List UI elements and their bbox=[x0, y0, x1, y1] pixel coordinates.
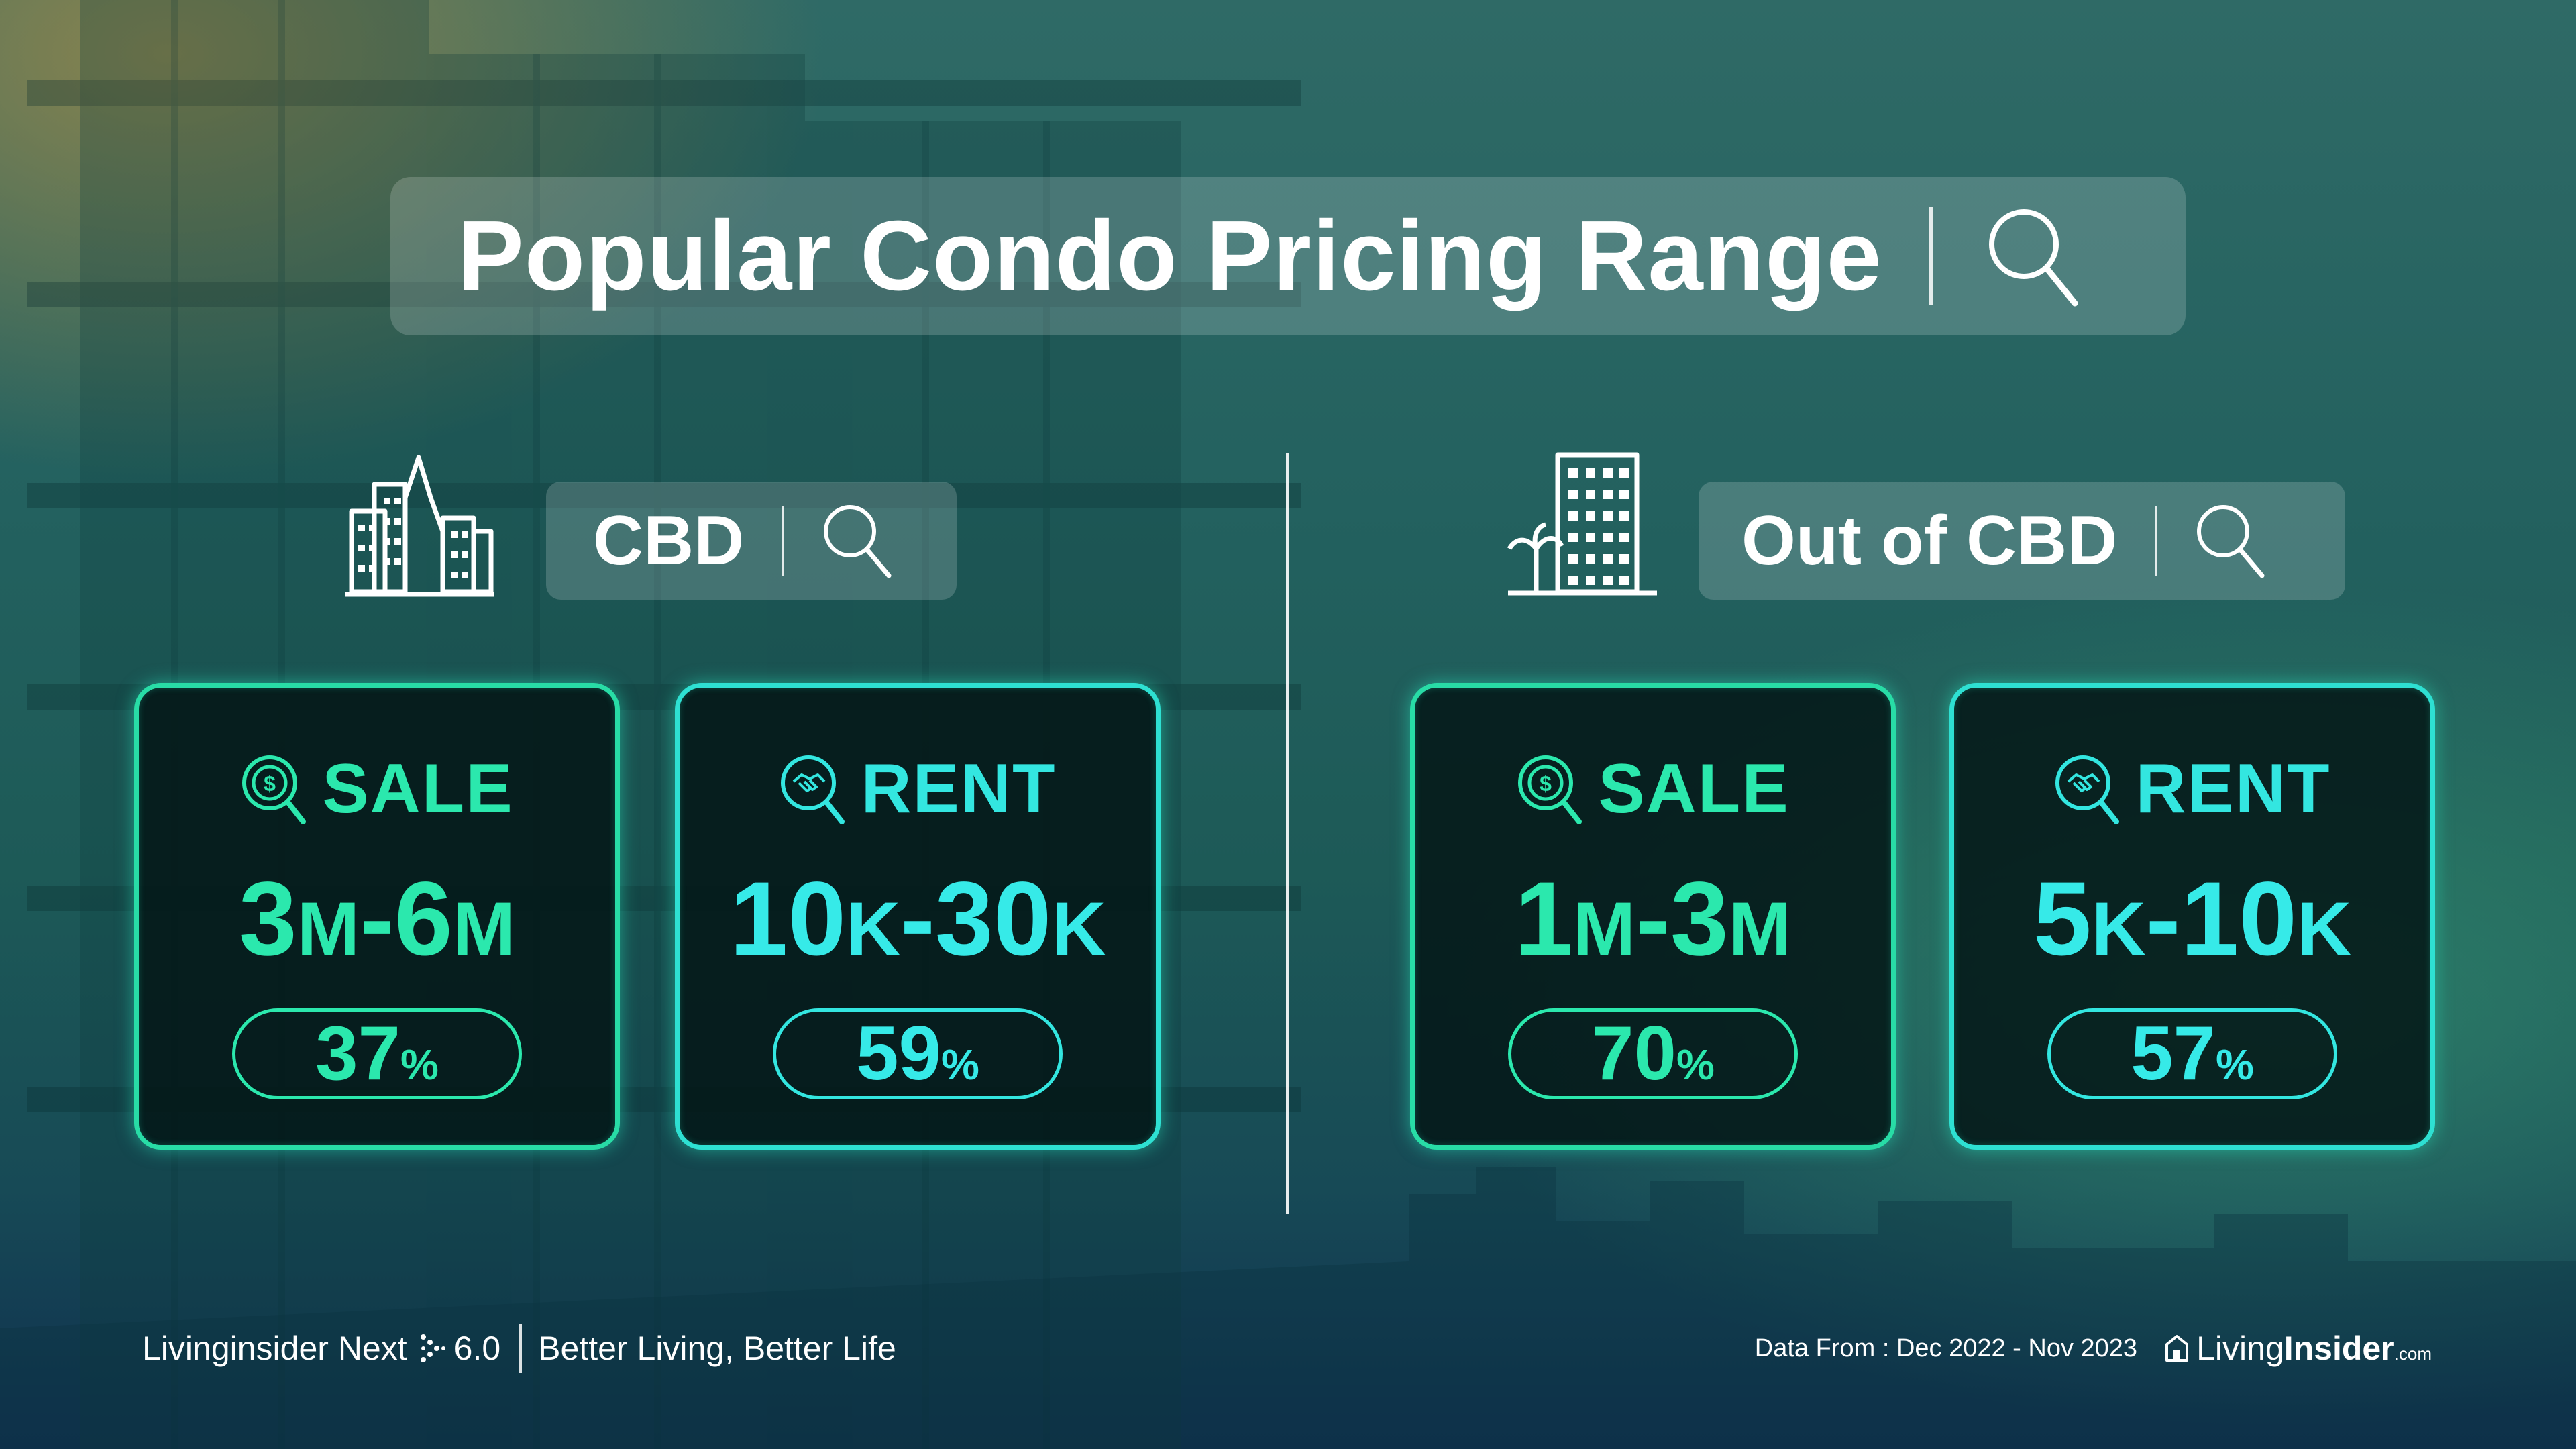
range-max: 30 bbox=[934, 861, 1052, 977]
card-header: RENT bbox=[680, 745, 1156, 833]
percent-badge: 57% bbox=[2047, 1008, 2337, 1099]
price-range: 5K-10K bbox=[1954, 855, 2430, 993]
logo-text-insider: Insider bbox=[2284, 1330, 2394, 1367]
range-dash: - bbox=[2145, 861, 2181, 977]
percent-badge: 59% bbox=[773, 1008, 1063, 1099]
percent-value: 59 bbox=[856, 1011, 941, 1096]
footer-left: Livinginsider Next 6.0 Better Living, Be… bbox=[142, 1324, 896, 1373]
pill-divider bbox=[2155, 506, 2158, 576]
house-logo-icon bbox=[2165, 1335, 2189, 1362]
price-range: 10K-30K bbox=[680, 855, 1156, 993]
footer-divider bbox=[519, 1324, 523, 1373]
background-city-image bbox=[0, 1167, 2576, 1449]
card-out-of-cbd-rent: RENT 5K-10K 57% bbox=[1949, 683, 2435, 1150]
range-dash: - bbox=[900, 861, 935, 977]
range-min: 5 bbox=[2033, 861, 2092, 977]
logo-text-living: Living bbox=[2196, 1330, 2284, 1367]
range-dash: - bbox=[1635, 861, 1670, 977]
percent-badge: 70% bbox=[1508, 1008, 1798, 1099]
range-max-unit: M bbox=[452, 887, 516, 971]
range-min-unit: M bbox=[1572, 887, 1636, 971]
slogan-text: Better Living, Better Life bbox=[538, 1330, 896, 1367]
data-source-text: Data From : Dec 2022 - Nov 2023 bbox=[1754, 1334, 2138, 1362]
card-type-label: SALE bbox=[322, 749, 514, 828]
range-max-unit: K bbox=[2297, 887, 2352, 971]
card-cbd-rent: RENT 10K-30K 59% bbox=[675, 683, 1161, 1150]
brand-text: Livinginsider Next bbox=[142, 1330, 407, 1367]
range-min: 10 bbox=[729, 861, 847, 977]
svg-text:$: $ bbox=[1540, 771, 1552, 796]
zone-name: Out of CBD bbox=[1741, 501, 2118, 580]
svg-text:$: $ bbox=[264, 771, 276, 796]
price-range: 3M-6M bbox=[139, 855, 615, 993]
logo-text-com: .com bbox=[2394, 1343, 2432, 1364]
footer-right: Data From : Dec 2022 - Nov 2023 Living I… bbox=[1755, 1328, 2432, 1368]
card-header: $ SALE bbox=[139, 745, 615, 833]
range-max: 3 bbox=[1670, 861, 1729, 977]
building-palm-icon bbox=[1507, 452, 1657, 596]
handshake-search-icon bbox=[781, 755, 845, 824]
card-type-label: SALE bbox=[1598, 749, 1790, 828]
version-text: 6.0 bbox=[453, 1330, 501, 1367]
percent-symbol: % bbox=[1676, 1040, 1715, 1089]
percent-value: 57 bbox=[2131, 1011, 2216, 1096]
card-cbd-sale: $ SALE 3M-6M 37% bbox=[134, 683, 620, 1150]
card-header: RENT bbox=[1954, 745, 2430, 833]
percent-value: 37 bbox=[315, 1011, 400, 1096]
zone-name: CBD bbox=[593, 501, 745, 580]
search-icon bbox=[2197, 505, 2265, 578]
card-out-of-cbd-sale: $ SALE 1M-3M 70% bbox=[1410, 683, 1896, 1150]
range-dash: - bbox=[360, 861, 394, 977]
percent-badge: 37% bbox=[232, 1008, 522, 1099]
title-divider bbox=[1929, 207, 1933, 305]
title-bar: Popular Condo Pricing Range bbox=[390, 177, 2186, 335]
chevron-dots-icon bbox=[420, 1334, 445, 1362]
search-icon bbox=[1988, 209, 2078, 307]
range-min-unit: K bbox=[2091, 887, 2146, 971]
range-min: 1 bbox=[1514, 861, 1573, 977]
range-max-unit: K bbox=[1051, 887, 1106, 971]
pill-divider bbox=[782, 506, 785, 576]
zone-label-cbd: CBD bbox=[546, 482, 957, 600]
range-max: 6 bbox=[394, 861, 453, 977]
dollar-search-icon: $ bbox=[1518, 755, 1582, 824]
page-title: Popular Condo Pricing Range bbox=[458, 201, 1882, 311]
zone-label-out-of-cbd: Out of CBD bbox=[1699, 482, 2345, 600]
card-header: $ SALE bbox=[1415, 745, 1891, 833]
range-min-unit: M bbox=[297, 887, 360, 971]
search-icon bbox=[824, 505, 892, 578]
range-max-unit: M bbox=[1728, 887, 1792, 971]
percent-symbol: % bbox=[2215, 1040, 2254, 1089]
handshake-search-icon bbox=[2055, 755, 2120, 824]
section-divider bbox=[1286, 453, 1289, 1214]
range-min: 3 bbox=[238, 861, 297, 977]
percent-symbol: % bbox=[941, 1040, 979, 1089]
percent-symbol: % bbox=[400, 1040, 439, 1089]
city-skyline-icon bbox=[345, 455, 494, 597]
range-max: 10 bbox=[2180, 861, 2298, 977]
dollar-search-icon: $ bbox=[242, 755, 307, 824]
price-range: 1M-3M bbox=[1415, 855, 1891, 993]
range-min-unit: K bbox=[846, 887, 901, 971]
livinginsider-logo: Living Insider .com bbox=[2164, 1329, 2432, 1368]
percent-value: 70 bbox=[1591, 1011, 1676, 1096]
card-type-label: RENT bbox=[861, 749, 1057, 828]
card-type-label: RENT bbox=[2135, 749, 2331, 828]
